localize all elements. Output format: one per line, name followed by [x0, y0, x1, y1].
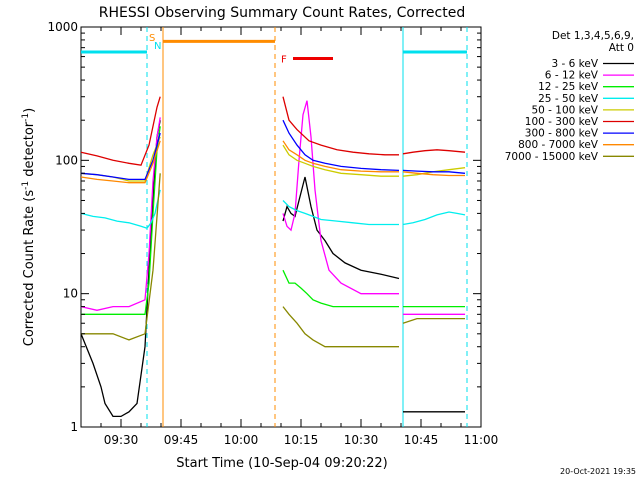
legend-label: 300 - 800 keV: [525, 128, 599, 140]
series-line: [80, 189, 161, 229]
legend-label: 12 - 25 keV: [538, 81, 599, 93]
y-axis-label-sup1: -1: [21, 181, 31, 190]
legend-header-line1: Det 1,3,4,5,6,9,: [552, 30, 634, 42]
legend-label: 50 - 100 keV: [531, 104, 598, 116]
y-tick-label: 1000: [47, 20, 78, 34]
series-line: [282, 144, 399, 177]
series-line: [282, 200, 399, 226]
x-tick-label: 10:45: [404, 433, 439, 447]
y-axis-label-end: ): [22, 108, 37, 113]
legend-label: 100 - 300 keV: [525, 116, 599, 128]
night-flag-label: N: [154, 41, 161, 52]
plot-area: [80, 26, 482, 428]
y-axis-label-mid: detector: [22, 121, 37, 181]
series-line: [282, 269, 399, 308]
legend-label: 25 - 50 keV: [538, 93, 599, 105]
series-line: [402, 317, 465, 324]
series-line: [402, 171, 465, 177]
legend-label: 3 - 6 keV: [551, 58, 598, 70]
series-line: [282, 306, 399, 348]
plot-frame: [80, 26, 482, 428]
legend-label: 800 - 7000 keV: [518, 139, 599, 151]
y-tick-label: 10: [63, 287, 78, 301]
series-line: [282, 119, 400, 172]
legend-label: 6 - 12 keV: [545, 70, 599, 82]
y-tick-label: 100: [55, 153, 78, 167]
series-line: [402, 149, 466, 155]
series-line: [80, 96, 161, 166]
flags-layer: SN F: [81, 27, 468, 427]
saa-flag-label: S: [149, 33, 155, 44]
series-line: [282, 100, 399, 295]
series-line: [282, 176, 400, 280]
legend-label: 7000 - 15000 keV: [505, 151, 599, 163]
series-line: [81, 126, 161, 315]
footer-date: 20-Oct-2021 19:35: [560, 467, 636, 476]
series-line: [282, 140, 399, 173]
y-tick-label: 1: [70, 420, 78, 434]
x-tick-label: 10:00: [224, 433, 259, 447]
y-axis-label: Corrected Count Rate (s-1 detector-1): [21, 108, 37, 346]
series-line: [282, 96, 399, 156]
x-tick-label: 10:15: [284, 433, 319, 447]
x-axis-ticks: 09:30 09:45 10:00 10:15 10:30 10:45 11:00: [80, 27, 499, 447]
x-tick-label: 09:30: [104, 433, 139, 447]
series-line: [402, 169, 466, 174]
series-layer: [80, 96, 466, 418]
series-line: [80, 132, 161, 181]
series-line: [80, 120, 161, 418]
chart-title: RHESSI Observing Summary Count Rates, Co…: [99, 5, 465, 21]
series-line: [81, 173, 161, 341]
y-axis-ticks: 1 10 100 1000: [47, 20, 481, 434]
flare-flag-label: F: [281, 55, 287, 66]
series-line: [80, 140, 161, 184]
x-tick-label: 11:00: [464, 433, 499, 447]
x-tick-label: 10:30: [344, 433, 379, 447]
y-axis-label-sup2: -1: [21, 113, 31, 122]
series-line: [402, 211, 466, 226]
x-tick-label: 09:45: [164, 433, 199, 447]
legend-header-line2: Att 0: [609, 42, 634, 54]
y-axis-label-main: Corrected Count Rate (s: [22, 190, 37, 347]
x-axis-label: Start Time (10-Sep-04 09:20:22): [176, 456, 387, 471]
